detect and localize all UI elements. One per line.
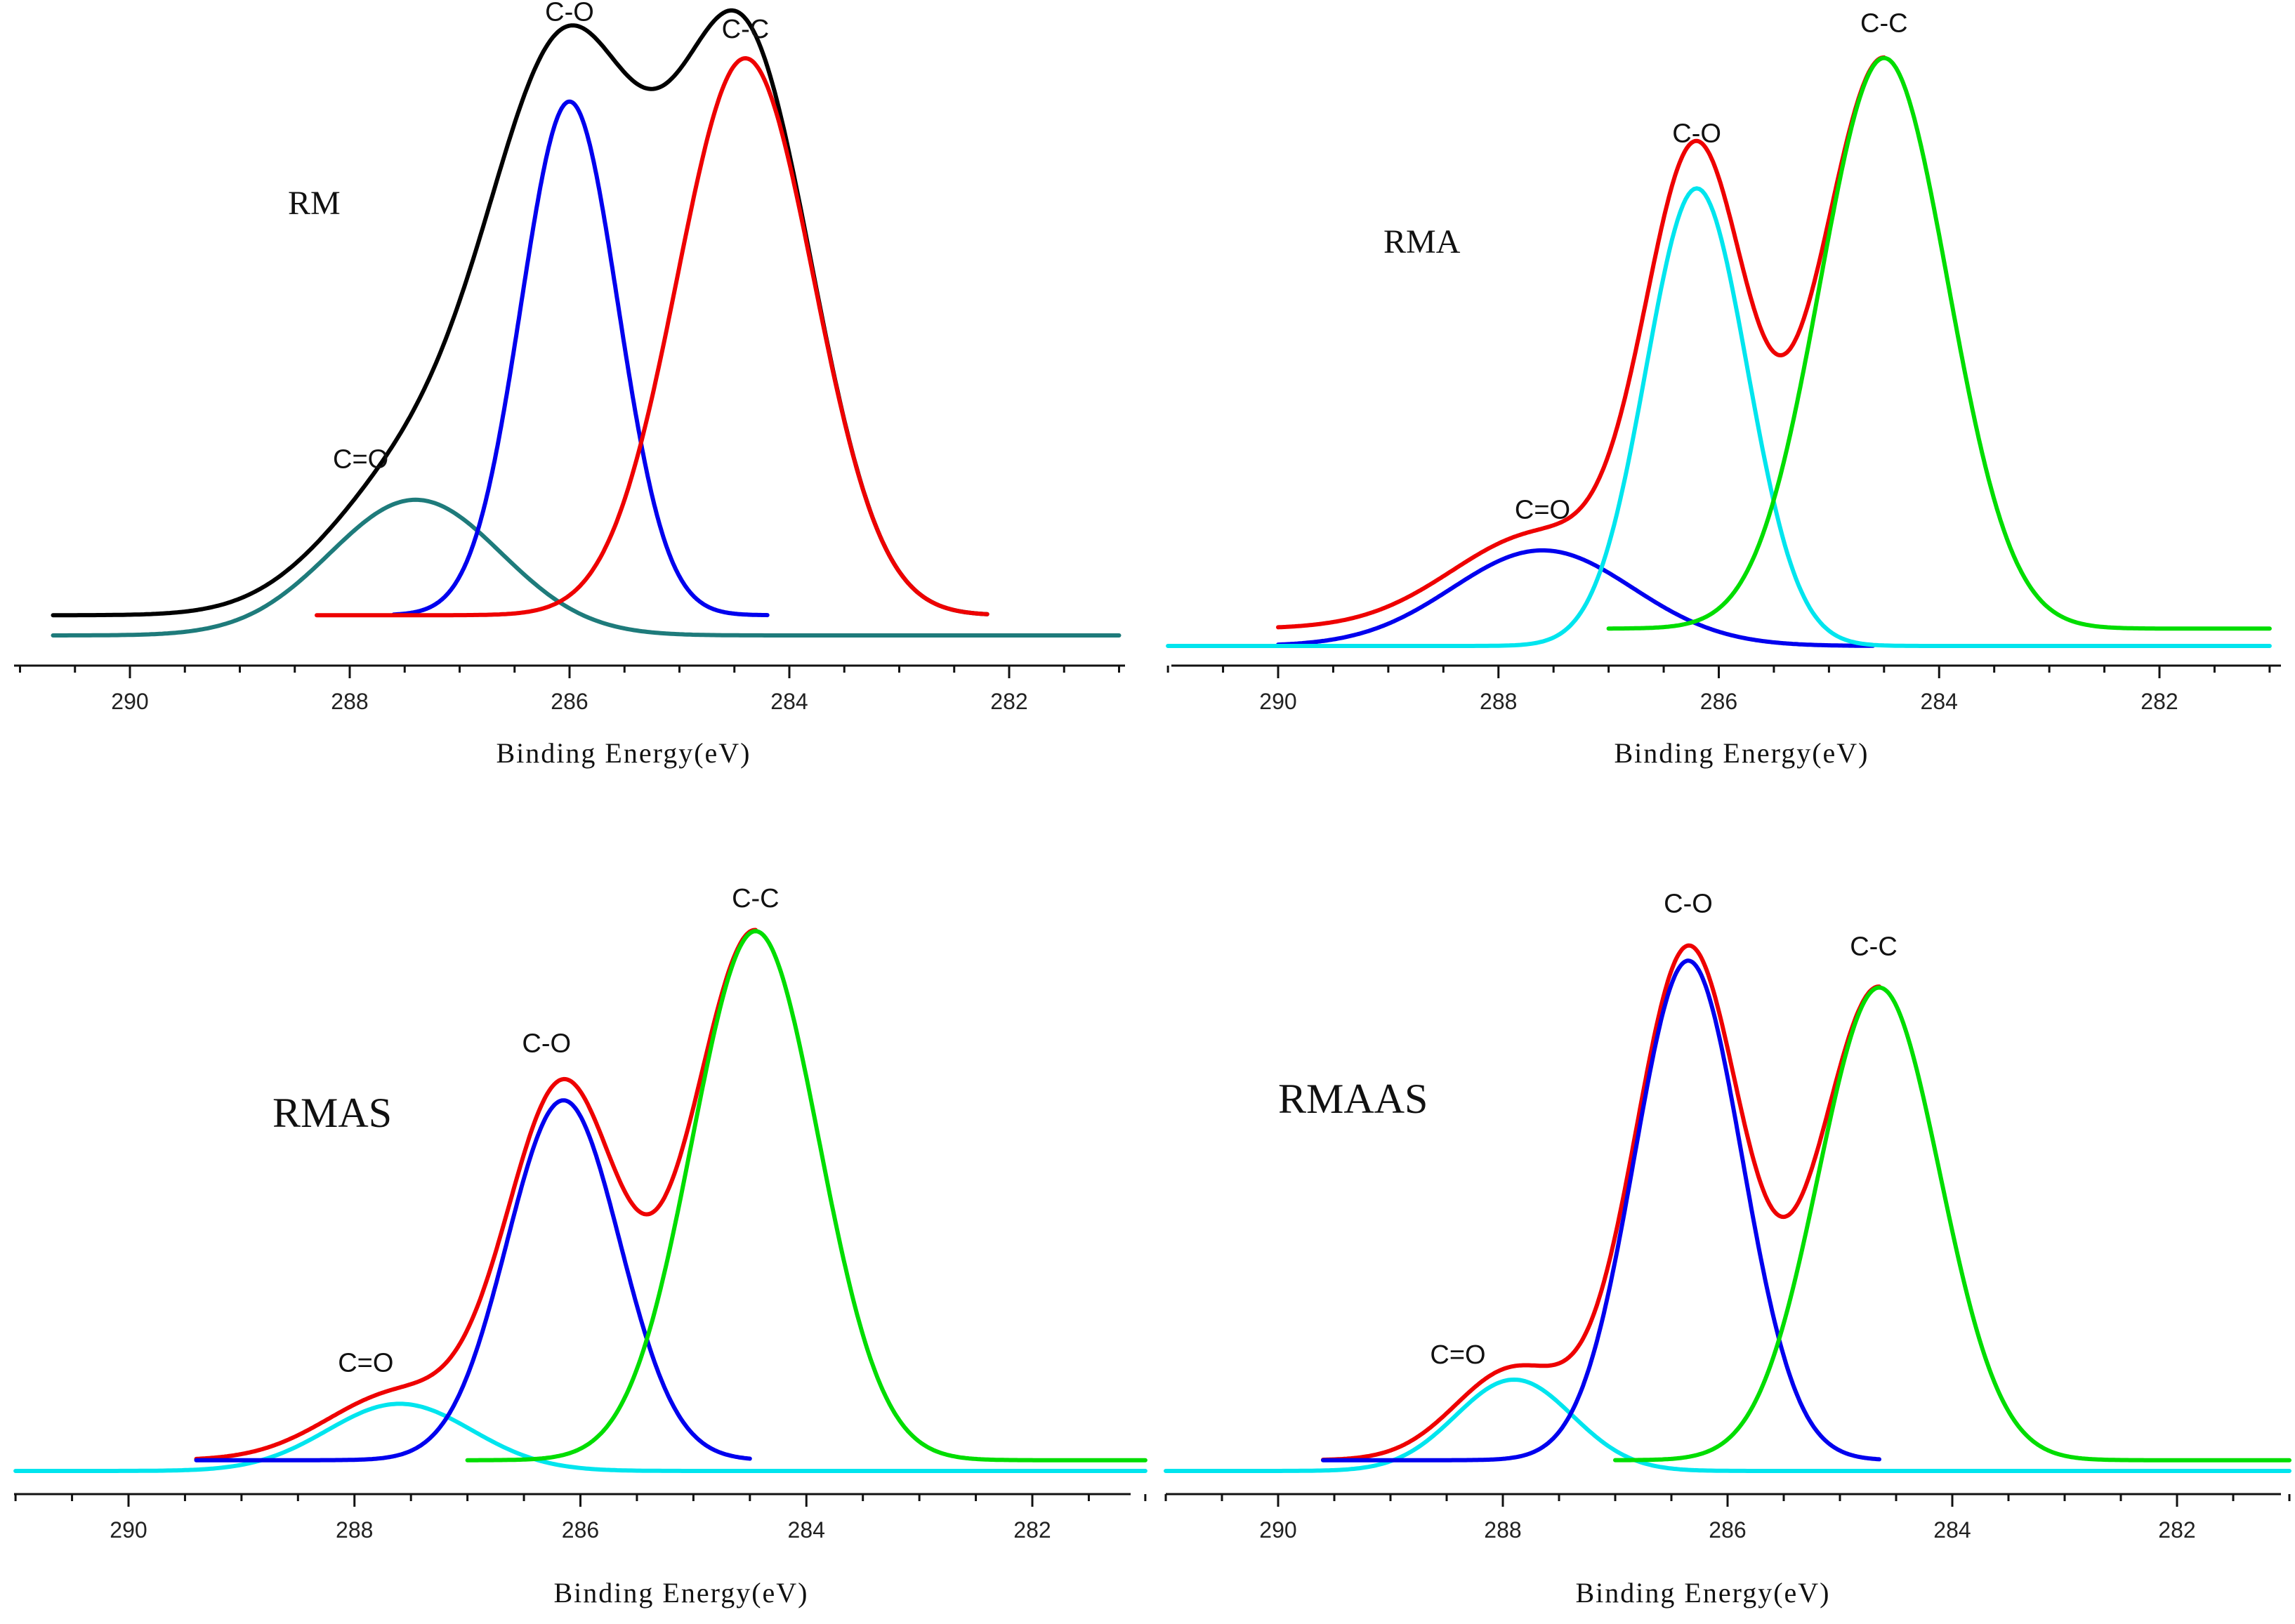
x-ticks-rma: 290 288 286 284 282: [1166, 666, 2271, 714]
series-line-c-o-fit: [1321, 958, 1881, 1463]
x-tick-label: 288: [331, 689, 368, 714]
series-line-c-c-fit: [1606, 55, 2272, 631]
x-tick-label: 290: [111, 689, 148, 714]
peak-label: C-O: [1672, 119, 1721, 148]
panel-rm: 290 288 286 284 282 Binding Energy(eV) RM C-…: [14, 0, 1125, 769]
curves-rm: [51, 8, 1122, 638]
x-axis-title: Binding Energy(eV): [554, 1577, 809, 1609]
sample-label-rm: RM: [288, 185, 341, 222]
peak-label: C=O: [1515, 496, 1570, 525]
peak-label: C=O: [1430, 1340, 1485, 1370]
series-line-c-o-fit: [51, 497, 1122, 638]
x-tick-label: 286: [1700, 689, 1737, 714]
x-axis-title: Binding Energy(eV): [1576, 1577, 1831, 1609]
x-tick-label: 282: [1013, 1517, 1051, 1543]
series-line-envelope: [1276, 55, 1886, 630]
peak-label: C-C: [1860, 9, 1908, 39]
x-tick-label: 286: [551, 689, 588, 714]
x-tick-label: 286: [1709, 1517, 1746, 1543]
x-ticks-rmaas: 290 288 286 284 282: [1164, 1494, 2291, 1543]
x-ticks-rm: 290 288 286 284 282: [19, 666, 1120, 714]
peak-labels-rm: C-O C-C C=O: [333, 0, 769, 475]
x-tick-label: 290: [1259, 1517, 1296, 1543]
peak-label: C-O: [545, 0, 594, 27]
x-tick-label: 282: [990, 689, 1027, 714]
x-ticks-rmas: 290 288 286 284 282: [14, 1494, 1147, 1543]
series-line-c-o-fit: [1276, 548, 1876, 648]
peak-label: C-O: [1664, 889, 1713, 918]
x-tick-label: 288: [1484, 1517, 1521, 1543]
peak-labels-rmaas: C-O C-C C=O: [1430, 889, 1897, 1370]
x-tick-label: 282: [2158, 1517, 2195, 1543]
series-line-c-o-fit: [1166, 186, 2272, 648]
x-tick-label: 284: [1933, 1517, 1971, 1543]
x-tick-label: 290: [110, 1517, 147, 1543]
peak-label: C-C: [722, 15, 770, 44]
x-tick-label: 284: [770, 689, 808, 714]
series-line-c-o-fit: [1164, 1378, 2291, 1473]
x-axis-title: Binding Energy(eV): [1615, 737, 1869, 769]
x-tick-label: 290: [1259, 689, 1296, 714]
panel-rma: 290 288 286 284 282 Binding Energy(eV) RMA C…: [1166, 9, 2281, 769]
x-tick-label: 288: [1480, 689, 1517, 714]
sample-label-rma: RMA: [1383, 223, 1461, 260]
panel-rmaas: 290 288 286 284 282 Binding Energy(eV) RMAAS…: [1164, 889, 2291, 1609]
series-line-c-o-fit: [194, 1098, 752, 1463]
series-line-envelope: [1321, 943, 1881, 1463]
curves-rmaas: [1164, 943, 2291, 1473]
x-tick-label: 282: [2141, 689, 2178, 714]
x-tick-label: 288: [336, 1517, 373, 1543]
sample-label-rmaas: RMAAS: [1278, 1076, 1428, 1122]
series-line-c-o-fit: [391, 99, 770, 618]
series-line-c-c-fit: [465, 929, 1148, 1463]
peak-label: C-C: [732, 884, 780, 913]
peak-label: C-C: [1850, 932, 1898, 962]
x-axis-title: Binding Energy(eV): [497, 737, 751, 769]
series-line-c-o-fit: [13, 1401, 1148, 1473]
peak-labels-rmas: C-O C-C C=O: [338, 884, 779, 1378]
peak-label: C=O: [333, 445, 388, 475]
x-tick-label: 284: [788, 1517, 825, 1543]
series-line-envelope: [194, 927, 758, 1461]
series-line-c-c-fit: [1613, 985, 2291, 1463]
series-line-c-c-fit: [315, 56, 989, 618]
peak-labels-rma: C-O C-C C=O: [1515, 9, 1908, 525]
x-tick-label: 286: [562, 1517, 599, 1543]
curves-rmas: [13, 927, 1148, 1473]
panel-rmas: 290 288 286 284 282 Binding Energy(eV) RMAS …: [13, 884, 1148, 1609]
sample-label-rmas: RMAS: [272, 1090, 392, 1136]
x-tick-label: 284: [1921, 689, 1958, 714]
curves-rma: [1166, 55, 2272, 648]
peak-label: C-O: [522, 1029, 571, 1058]
peak-label: C=O: [338, 1348, 393, 1378]
